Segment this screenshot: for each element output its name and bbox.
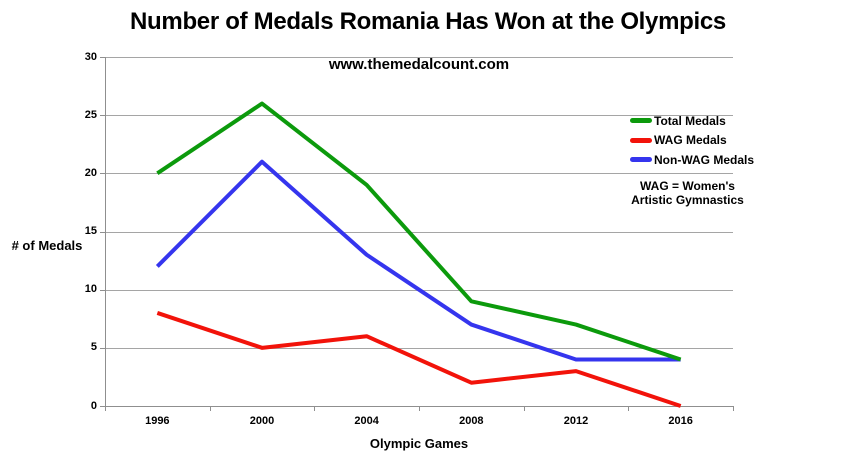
y-tick-label-10: 10 <box>84 283 97 296</box>
series-line-total-medals <box>156 101 682 362</box>
y-tick-label-30: 30 <box>84 50 97 63</box>
x-tick-label-2000: 2000 <box>249 415 275 427</box>
y-tick-label-15: 15 <box>84 225 97 237</box>
legend-line-marker-red <box>630 137 652 143</box>
y-tick-label-25: 25 <box>84 108 97 121</box>
legend-entry-total-medals: Total Medals <box>630 111 750 131</box>
legend-label: Total Medals <box>654 113 726 128</box>
x-tick-label-2008: 2008 <box>459 415 484 427</box>
series-line-wag-medals <box>156 311 682 408</box>
legend-label: Non-WAG Medals <box>654 152 755 167</box>
chart-subtitle: www.themedalcount.com <box>328 56 510 73</box>
legend-note-line2: Artistic Gymnastics <box>631 193 744 207</box>
legend-note-line1: WAG = Women's <box>640 179 735 193</box>
legend-line-marker-green <box>630 118 652 124</box>
y-tick-label-5: 5 <box>90 341 97 354</box>
legend-entry-wag-medals: WAG Medals <box>630 131 750 151</box>
y-axis-title: # of Medals <box>11 238 83 253</box>
x-tick-label-1996: 1996 <box>145 415 170 427</box>
legend-line-marker-blue <box>630 157 652 163</box>
x-tick-label-2012: 2012 <box>563 415 589 427</box>
x-tick-label-2004: 2004 <box>354 415 379 427</box>
y-tick-label-0: 0 <box>90 399 97 412</box>
x-axis-title: Olympic Games <box>369 436 469 451</box>
legend-entry-non-wag-medals: Non-WAG Medals <box>630 150 754 170</box>
legend-note: WAG = Women's Artistic Gymnastics <box>625 179 750 207</box>
legend: Total Medals WAG Medals Non-WAG Medals <box>630 111 754 170</box>
y-tick-label-20: 20 <box>84 166 97 179</box>
series-line-non-wag-medals <box>155 159 681 362</box>
x-tick-label-2016: 2016 <box>668 415 693 427</box>
legend-label: WAG Medals <box>654 133 727 148</box>
chart-title: Number of Medals Romania Has Won at the … <box>130 8 726 35</box>
